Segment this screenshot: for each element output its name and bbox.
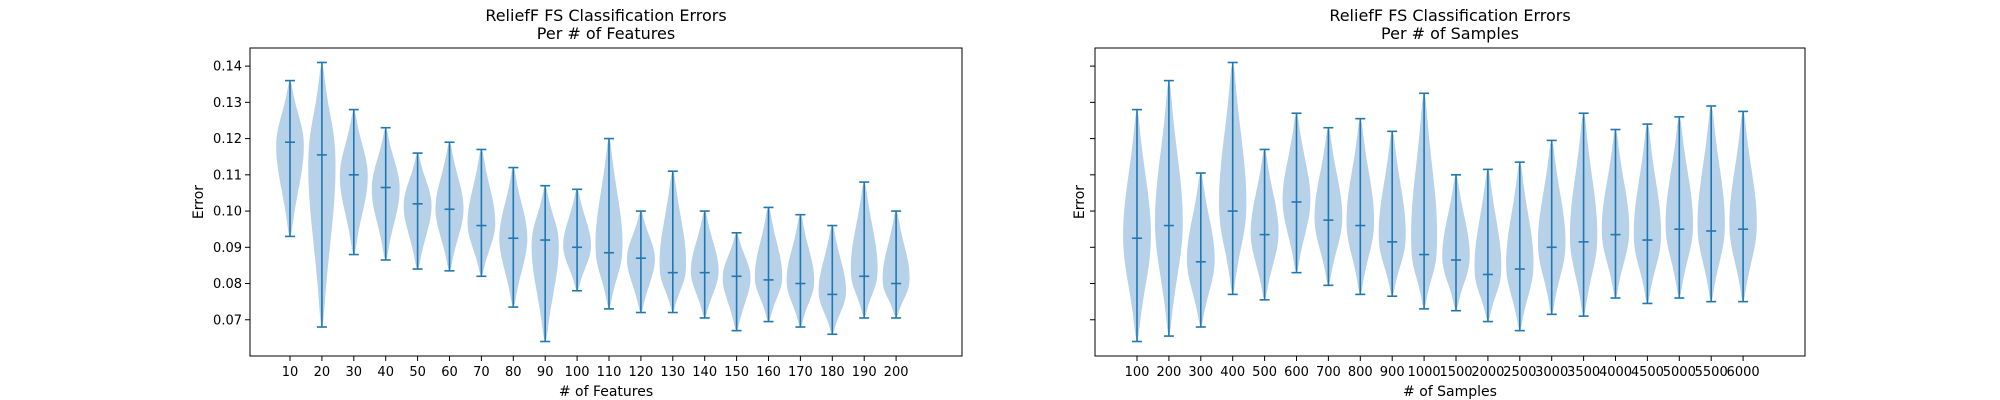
x-tick-label: 110: [597, 365, 622, 380]
x-tick-label: 1000: [1408, 365, 1441, 380]
x-axis-label: # of Features: [559, 384, 653, 400]
x-tick-label: 40: [377, 365, 394, 380]
x-tick-label: 5500: [1695, 365, 1728, 380]
x-tick-label: 20: [314, 365, 331, 380]
chart-title-line1: ReliefF FS Classification Errors: [1329, 6, 1570, 25]
x-tick-label: 10: [282, 365, 299, 380]
x-tick-label: 50: [409, 365, 426, 380]
x-tick-label: 180: [820, 365, 845, 380]
x-tick-label: 100: [1125, 365, 1150, 380]
x-tick-label: 170: [788, 365, 813, 380]
x-axis-label: # of Samples: [1403, 384, 1497, 400]
y-tick-label: 0.07: [213, 313, 242, 328]
x-tick-label: 2500: [1503, 365, 1536, 380]
x-tick-label: 500: [1252, 365, 1277, 380]
x-tick-label: 300: [1188, 365, 1213, 380]
y-axis-label: Error: [191, 185, 207, 219]
x-tick-label: 3500: [1567, 365, 1600, 380]
x-tick-label: 190: [852, 365, 877, 380]
y-tick-label: 0.08: [213, 277, 242, 292]
chart-features: ReliefF FS Classification Errors Per # o…: [191, 6, 963, 400]
x-tick-label: 700: [1316, 365, 1341, 380]
x-tick-label: 200: [1156, 365, 1181, 380]
x-tick-label: 6000: [1727, 365, 1760, 380]
x-tick-label: 4500: [1631, 365, 1664, 380]
chart-title-line1: ReliefF FS Classification Errors: [485, 6, 726, 25]
x-tick-label: 200: [884, 365, 909, 380]
x-tick-label: 4000: [1599, 365, 1632, 380]
chart-title-line2: Per # of Samples: [1381, 24, 1519, 43]
x-tick-label: 3000: [1535, 365, 1568, 380]
x-tick-label: 800: [1348, 365, 1373, 380]
y-tick-label: 0.13: [213, 96, 242, 111]
y-tick-label: 0.09: [213, 241, 242, 256]
x-tick-label: 400: [1220, 365, 1245, 380]
chart-samples: ReliefF FS Classification Errors Per # o…: [1072, 6, 1806, 400]
y-axis-label: Error: [1072, 185, 1088, 219]
x-tick-label: 140: [692, 365, 717, 380]
x-tick-label: 1500: [1439, 365, 1472, 380]
x-tick-label: 100: [565, 365, 590, 380]
x-tick-label: 600: [1284, 365, 1309, 380]
x-tick-label: 2000: [1471, 365, 1504, 380]
y-tick-label: 0.11: [213, 168, 242, 183]
x-tick-label: 30: [346, 365, 363, 380]
x-tick-label: 900: [1380, 365, 1405, 380]
x-tick-label: 5000: [1663, 365, 1696, 380]
y-tick-label: 0.12: [213, 132, 242, 147]
plot-frame: [1094, 47, 1806, 357]
x-tick-label: 70: [473, 365, 490, 380]
x-tick-label: 130: [660, 365, 685, 380]
plot-frame: [249, 47, 963, 357]
x-tick-label: 80: [505, 365, 522, 380]
x-tick-label: 150: [724, 365, 749, 380]
y-tick-label: 0.14: [213, 60, 242, 75]
y-tick-label: 0.10: [213, 205, 242, 220]
x-tick-label: 60: [441, 365, 458, 380]
x-tick-label: 90: [537, 365, 554, 380]
chart-title-line2: Per # of Features: [537, 24, 675, 43]
x-tick-label: 160: [756, 365, 781, 380]
x-tick-label: 120: [628, 365, 653, 380]
